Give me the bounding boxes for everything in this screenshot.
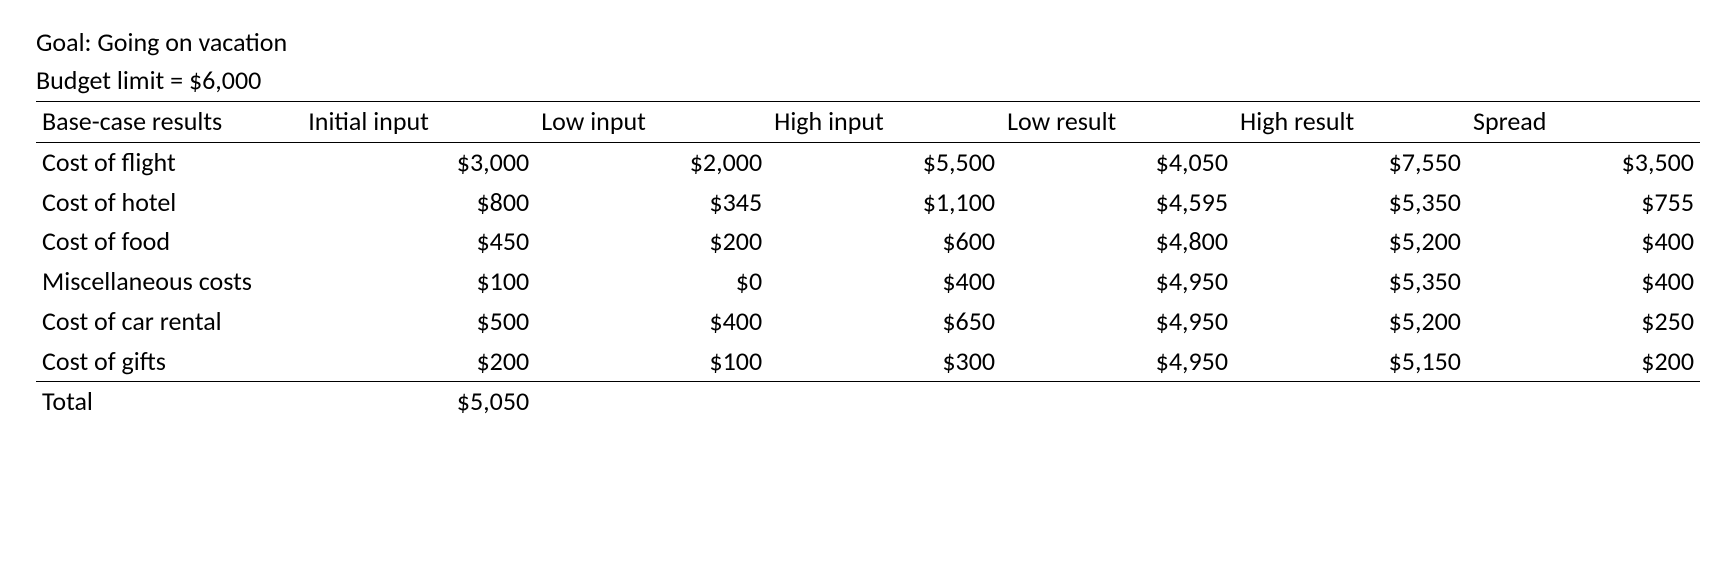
cell-low-input: $200 <box>535 222 768 262</box>
table-row: Cost of flight$3,000$2,000$5,500$4,050$7… <box>36 143 1700 183</box>
cell-initial: $100 <box>302 262 535 302</box>
cell-low-result: $4,800 <box>1001 222 1234 262</box>
row-label: Cost of gifts <box>36 342 302 382</box>
cell-high-result: $5,350 <box>1234 183 1467 223</box>
col-header: High result <box>1234 102 1467 143</box>
total-label: Total <box>36 382 302 422</box>
row-label: Cost of food <box>36 222 302 262</box>
cell-initial: $500 <box>302 302 535 342</box>
cell-low-result: $4,050 <box>1001 143 1234 183</box>
cell-spread: $400 <box>1467 262 1700 302</box>
cell-high-input: $300 <box>768 342 1001 382</box>
col-header: High input <box>768 102 1001 143</box>
cell-high-input: $5,500 <box>768 143 1001 183</box>
cell-spread: $755 <box>1467 183 1700 223</box>
cell-low-result: $4,950 <box>1001 302 1234 342</box>
table-row: Cost of car rental$500$400$650$4,950$5,2… <box>36 302 1700 342</box>
cell-low-result: $4,950 <box>1001 262 1234 302</box>
cell-high-input: $1,100 <box>768 183 1001 223</box>
table-row: Cost of gifts$200$100$300$4,950$5,150$20… <box>36 342 1700 382</box>
cell-initial: $800 <box>302 183 535 223</box>
col-header: Low result <box>1001 102 1234 143</box>
cell-spread: $3,500 <box>1467 143 1700 183</box>
cell-low-input: $0 <box>535 262 768 302</box>
total-initial: $5,050 <box>302 382 535 422</box>
cell-spread: $200 <box>1467 342 1700 382</box>
table-row: Cost of food$450$200$600$4,800$5,200$400 <box>36 222 1700 262</box>
goal-line: Goal: Going on vacation <box>36 24 1700 62</box>
row-label: Cost of hotel <box>36 183 302 223</box>
row-label: Cost of car rental <box>36 302 302 342</box>
col-header: Spread <box>1467 102 1700 143</box>
cell-high-input: $650 <box>768 302 1001 342</box>
cell-high-result: $5,200 <box>1234 222 1467 262</box>
cell-initial: $3,000 <box>302 143 535 183</box>
cell-low-result: $4,950 <box>1001 342 1234 382</box>
cell-initial: $450 <box>302 222 535 262</box>
table-total-row: Total$5,050 <box>36 382 1700 422</box>
table-row: Miscellaneous costs$100$0$400$4,950$5,35… <box>36 262 1700 302</box>
cell-high-result: $5,150 <box>1234 342 1467 382</box>
cell-high-input: $600 <box>768 222 1001 262</box>
sensitivity-table: Base-case results Initial input Low inpu… <box>36 101 1700 422</box>
col-header: Base-case results <box>36 102 302 143</box>
cell-low-input: $345 <box>535 183 768 223</box>
table-header-row: Base-case results Initial input Low inpu… <box>36 102 1700 143</box>
row-label: Miscellaneous costs <box>36 262 302 302</box>
cell-spread: $250 <box>1467 302 1700 342</box>
budget-line: Budget limit = $6,000 <box>36 62 1700 100</box>
cell-initial: $200 <box>302 342 535 382</box>
cell-low-result: $4,595 <box>1001 183 1234 223</box>
cell-spread: $400 <box>1467 222 1700 262</box>
col-header: Initial input <box>302 102 535 143</box>
cell-low-input: $2,000 <box>535 143 768 183</box>
cell-high-result: $5,350 <box>1234 262 1467 302</box>
cell-high-result: $7,550 <box>1234 143 1467 183</box>
row-label: Cost of flight <box>36 143 302 183</box>
cell-low-input: $100 <box>535 342 768 382</box>
col-header: Low input <box>535 102 768 143</box>
table-row: Cost of hotel$800$345$1,100$4,595$5,350$… <box>36 183 1700 223</box>
cell-high-input: $400 <box>768 262 1001 302</box>
cell-low-input: $400 <box>535 302 768 342</box>
table-body: Cost of flight$3,000$2,000$5,500$4,050$7… <box>36 143 1700 422</box>
cell-high-result: $5,200 <box>1234 302 1467 342</box>
